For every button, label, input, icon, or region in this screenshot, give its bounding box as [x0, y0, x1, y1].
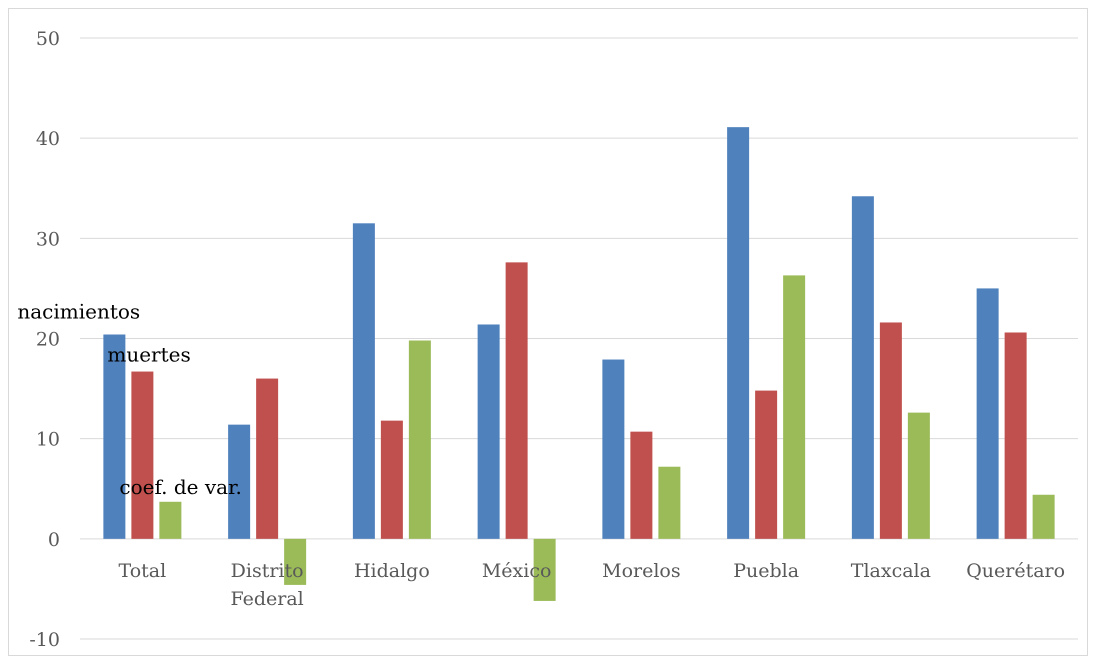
bar — [103, 334, 126, 539]
x-tick-label: Distrito Federal — [230, 560, 303, 610]
bar — [284, 538, 307, 585]
series-label: nacimientos — [17, 299, 140, 323]
x-tick-label: Morelos — [602, 560, 681, 582]
bar — [976, 288, 999, 539]
gridlines — [80, 37, 1078, 640]
bar — [131, 371, 154, 539]
bar — [602, 359, 625, 539]
x-tick-label: Querétaro — [966, 560, 1065, 582]
bars — [103, 127, 1055, 601]
y-tick-label: 30 — [36, 228, 60, 250]
bar — [477, 324, 500, 539]
bar — [159, 501, 182, 539]
series-label: muertes — [107, 343, 190, 367]
y-tick-label: 10 — [36, 429, 60, 451]
x-axis-labels: Total Distrito Federal Hidalgo México Morelos… — [119, 560, 1066, 610]
bar — [1032, 494, 1055, 539]
bar — [352, 223, 375, 539]
bar — [533, 538, 556, 601]
y-tick-label: 20 — [36, 329, 60, 351]
bar — [408, 340, 431, 539]
y-axis-ticks: 50 40 30 20 10 0 -10 — [29, 28, 60, 651]
y-tick-label: -10 — [29, 629, 60, 651]
bar — [256, 378, 279, 539]
series-labels: nacimientos muertes coef. de var. — [17, 299, 241, 498]
bar — [879, 322, 902, 539]
x-tick-label: Puebla — [733, 560, 799, 582]
bar — [851, 196, 874, 539]
bar — [658, 466, 681, 539]
y-tick-label: 0 — [48, 529, 60, 551]
bar — [727, 127, 750, 539]
bar — [755, 390, 778, 539]
series-label: coef. de var. — [119, 475, 241, 499]
x-tick-label: México — [482, 560, 552, 582]
bar — [630, 431, 653, 539]
x-tick-label: Total — [119, 560, 167, 582]
x-tick-label: Hidalgo — [354, 560, 430, 582]
bar — [783, 275, 806, 539]
y-tick-label: 50 — [36, 28, 60, 50]
bar — [380, 420, 403, 539]
bar — [505, 262, 528, 539]
bar — [228, 424, 251, 539]
x-tick-label: Tlaxcala — [851, 560, 931, 582]
bar — [1004, 332, 1027, 539]
bar — [907, 412, 930, 539]
y-tick-label: 40 — [36, 128, 60, 150]
